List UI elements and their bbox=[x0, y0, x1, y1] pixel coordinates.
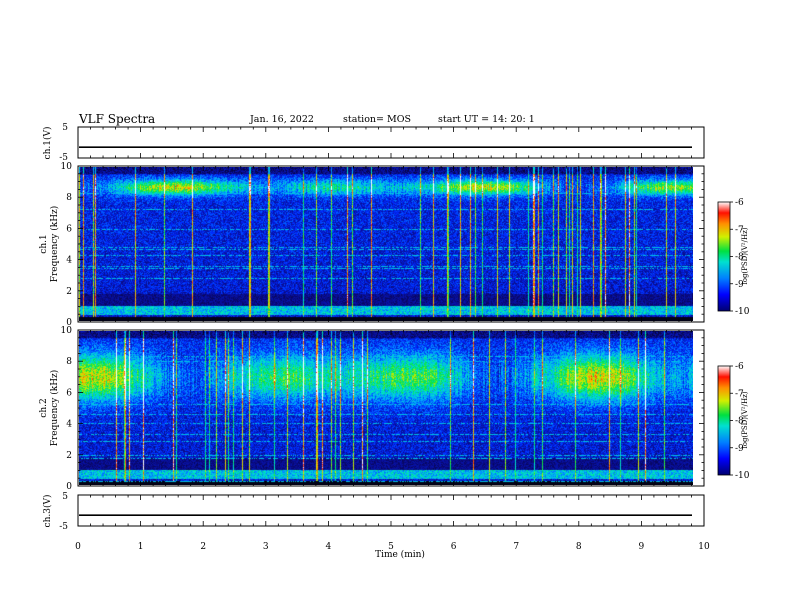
spec-ytick-label: 2 bbox=[66, 451, 72, 461]
colorbar-tick-label: -7 bbox=[735, 225, 744, 235]
x-tick-label: 7 bbox=[513, 542, 519, 552]
spec-ytick-label: 10 bbox=[61, 326, 73, 336]
x-tick-label: 0 bbox=[75, 542, 81, 552]
spec-ytick-label: 6 bbox=[66, 224, 72, 234]
ch2-colorbar bbox=[717, 365, 731, 476]
ch1-spectrogram-image bbox=[79, 167, 693, 321]
ch2-spectrogram-image bbox=[79, 331, 693, 485]
colorbar-tick-label: -10 bbox=[735, 471, 750, 481]
spec-ytick-label: 4 bbox=[66, 256, 72, 266]
x-tick-label: 6 bbox=[451, 542, 457, 552]
colorbar-tick-label: -6 bbox=[735, 198, 744, 208]
spec-ytick-label: 8 bbox=[66, 357, 72, 367]
ch3-ytick-top: 5 bbox=[62, 492, 68, 502]
ch3-waveform-ylabel: ch.3(V) bbox=[42, 495, 53, 528]
colorbar-tick-label: -8 bbox=[735, 253, 744, 263]
x-tick-label: 8 bbox=[576, 542, 582, 552]
start-time-label: start UT = 14: 20: 1 bbox=[438, 114, 535, 125]
x-tick-label: 9 bbox=[639, 542, 645, 552]
ch1-ytick-top: 5 bbox=[62, 123, 68, 133]
spec-ytick-label: 0 bbox=[66, 318, 72, 328]
colorbar-tick-label: -9 bbox=[735, 280, 744, 290]
date-label: Jan. 16, 2022 bbox=[249, 114, 314, 125]
ch1-spec-ylabel2: Frequency (kHz) bbox=[49, 206, 60, 283]
ch1-colorbar bbox=[717, 201, 731, 312]
figure-title: VLF Spectra bbox=[78, 112, 155, 126]
spec-ytick-label: 2 bbox=[66, 287, 72, 297]
colorbar-tick-label: -10 bbox=[735, 307, 750, 317]
ch1-colorbar-label: log(PSD)(V²/Hz) bbox=[741, 227, 749, 284]
colorbar-tick-label: -8 bbox=[735, 417, 744, 427]
ch2-spec-ylabel: ch.2 bbox=[39, 398, 49, 417]
spec-ytick-label: 8 bbox=[66, 193, 72, 203]
spec-ytick-label: 0 bbox=[66, 482, 72, 492]
spec-ytick-label: 10 bbox=[61, 162, 73, 172]
x-tick-label: 3 bbox=[263, 542, 269, 552]
x-axis-label: Time (min) bbox=[375, 549, 425, 560]
station-label: station= MOS bbox=[343, 114, 411, 125]
colorbar-tick-label: -6 bbox=[735, 362, 744, 372]
x-tick-label: 1 bbox=[138, 542, 144, 552]
x-tick-label: 10 bbox=[698, 542, 710, 552]
x-tick-label: 4 bbox=[326, 542, 332, 552]
ch1-ytick-bottom: -5 bbox=[59, 153, 68, 163]
colorbar-tick-label: -7 bbox=[735, 389, 744, 399]
spec-ytick-label: 4 bbox=[66, 420, 72, 430]
ch3-ytick-bottom: -5 bbox=[59, 522, 68, 532]
x-tick-label: 5 bbox=[388, 542, 394, 552]
ch2-colorbar-label: log(PSD)(V²/Hz) bbox=[741, 391, 749, 448]
ch2-spec-ylabel2: Frequency (kHz) bbox=[49, 370, 60, 447]
ch1-waveform-ylabel: ch.1(V) bbox=[42, 127, 53, 160]
axis-ticks: 0 1 2 3 4 5 6 7 8 9 100246810-6-7-8-9-100246810-6-… bbox=[61, 126, 750, 552]
colorbar-tick-label: -9 bbox=[735, 444, 744, 454]
ch1-spec-ylabel: ch.1 bbox=[39, 234, 49, 253]
spec-ytick-label: 6 bbox=[66, 388, 72, 398]
x-tick-label: 2 bbox=[200, 542, 206, 552]
